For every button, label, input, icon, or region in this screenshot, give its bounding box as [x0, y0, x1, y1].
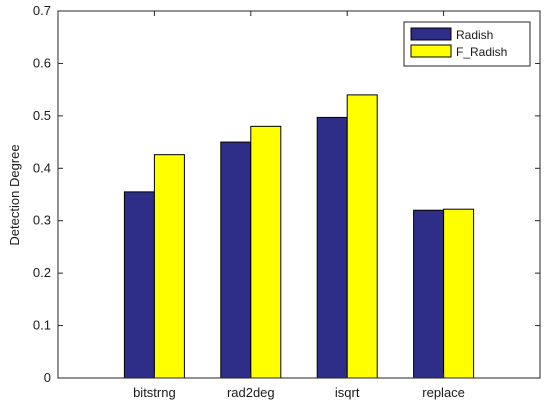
- legend-label: F_Radish: [456, 45, 507, 59]
- legend: Radish F_Radish: [403, 21, 531, 67]
- x-axis: bitstrng rad2deg isqrt replace: [133, 11, 465, 400]
- x-tick-label: isqrt: [335, 385, 360, 400]
- bars-group: [123, 94, 475, 379]
- bar-radish-replace: [413, 209, 445, 379]
- y-tick-label: 0.7: [33, 3, 51, 18]
- legend-swatch: [410, 27, 452, 41]
- bar-f-radish-bitstrng: [153, 154, 185, 379]
- plot-area-frame: [57, 10, 541, 379]
- y-tick-label: 0.4: [33, 160, 51, 175]
- y-axis-label: Detection Degree: [7, 144, 22, 245]
- y-tick-label: 0.5: [33, 108, 51, 123]
- y-tick-label: 0.3: [33, 213, 51, 228]
- y-tick-label: 0.6: [33, 55, 51, 70]
- bar-radish-bitstrng: [123, 191, 155, 379]
- bar-radish-isqrt: [316, 116, 348, 379]
- y-tick-label: 0.2: [33, 265, 51, 280]
- bar-radish-rad2deg: [220, 141, 252, 379]
- y-tick-label: 0: [44, 370, 51, 385]
- x-tick-label: bitstrng: [133, 385, 176, 400]
- bar-f-radish-rad2deg: [250, 125, 282, 379]
- bar-f-radish-isqrt: [346, 94, 378, 379]
- y-tick-label: 0.1: [33, 318, 51, 333]
- bar-f-radish-replace: [443, 208, 475, 379]
- legend-label: Radish: [456, 28, 493, 42]
- y-axis: 0 0.1 0.2 0.3 0.4 0.5 0.6 0.7: [33, 3, 540, 385]
- legend-box: [403, 21, 531, 67]
- legend-swatch: [410, 44, 452, 58]
- x-tick-label: replace: [422, 385, 465, 400]
- x-tick-label: rad2deg: [227, 385, 275, 400]
